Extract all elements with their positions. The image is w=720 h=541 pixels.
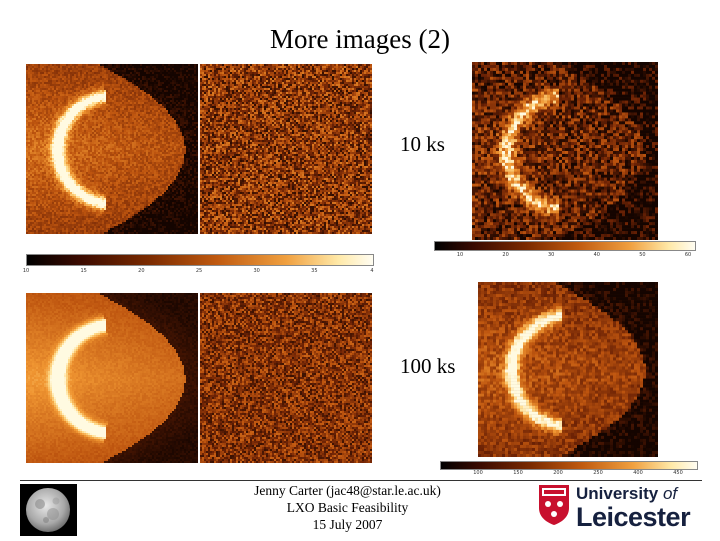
label-100ks: 100 ks bbox=[400, 354, 455, 379]
footer-project: LXO Basic Feasibility bbox=[220, 499, 475, 516]
shield-icon bbox=[539, 485, 569, 525]
colorbar-tick-label: 40 bbox=[594, 252, 600, 258]
colorbar-tick-label: 150 bbox=[513, 470, 523, 476]
footer-author: Jenny Carter (jac48@star.le.ac.uk) bbox=[220, 482, 475, 499]
image-panel-10ks-noise bbox=[200, 64, 372, 234]
slide-title: More images (2) bbox=[0, 24, 720, 55]
colorbar-tick-label: 400 bbox=[633, 470, 643, 476]
image-panel-100ks-simulated bbox=[478, 282, 658, 457]
colorbar-right-top bbox=[434, 241, 696, 251]
label-10ks: 10 ks bbox=[400, 132, 445, 157]
colorbar-tick-label: 20 bbox=[138, 268, 144, 274]
colorbar-tick-label: 15 bbox=[80, 268, 86, 274]
colorbar-tick-label: 10 bbox=[457, 252, 463, 258]
moon-image bbox=[20, 484, 77, 536]
noise-image-100ks bbox=[200, 293, 372, 463]
crescent-image-10ks-simulated bbox=[472, 62, 658, 240]
colorbar-tick-label: 20 bbox=[502, 252, 508, 258]
logo-word-university: University bbox=[576, 484, 658, 503]
logo-word-of: of bbox=[663, 484, 677, 503]
university-logo: University of Leicester bbox=[538, 484, 706, 531]
colorbar-left-top bbox=[26, 254, 374, 266]
colorbar-tick-label: 100 bbox=[473, 470, 483, 476]
colorbar-tick-label: 30 bbox=[548, 252, 554, 258]
image-panel-100ks-model bbox=[26, 293, 198, 463]
colorbar-right-top-ticks: 10 20 30 40 50 60 bbox=[457, 252, 691, 260]
crescent-image-100ks-model bbox=[26, 293, 198, 463]
colorbar-tick-label: 50 bbox=[639, 252, 645, 258]
colorbar-tick-label: 25 bbox=[196, 268, 202, 274]
crescent-image-10ks-model bbox=[26, 64, 198, 234]
moon-icon bbox=[26, 488, 70, 532]
crescent-image-100ks-simulated bbox=[478, 282, 658, 457]
colorbar-right-bottom bbox=[440, 461, 698, 470]
colorbar-tick-label: 60 bbox=[685, 252, 691, 258]
colorbar-tick-label: 250 bbox=[593, 470, 603, 476]
colorbar-tick-label: 35 bbox=[311, 268, 317, 274]
image-panel-100ks-noise bbox=[200, 293, 372, 463]
image-panel-10ks-simulated bbox=[472, 62, 658, 240]
colorbar-tick-label: 30 bbox=[253, 268, 259, 274]
logo-word-leicester: Leicester bbox=[576, 503, 706, 531]
noise-image-10ks bbox=[200, 64, 372, 234]
colorbar-tick-label: 10 bbox=[23, 268, 29, 274]
footer-date: 15 July 2007 bbox=[220, 516, 475, 533]
colorbar-right-bottom-ticks: 100 150 200 250 400 450 bbox=[473, 470, 683, 478]
colorbar-left-top-ticks: 10 15 20 25 30 35 4 bbox=[23, 268, 374, 276]
image-panel-10ks-model bbox=[26, 64, 198, 234]
colorbar-tick-label: 4 bbox=[370, 268, 373, 274]
colorbar-tick-label: 450 bbox=[673, 470, 683, 476]
colorbar-tick-label: 200 bbox=[553, 470, 563, 476]
footer-divider bbox=[20, 480, 702, 481]
footer-text: Jenny Carter (jac48@star.le.ac.uk) LXO B… bbox=[220, 482, 475, 533]
